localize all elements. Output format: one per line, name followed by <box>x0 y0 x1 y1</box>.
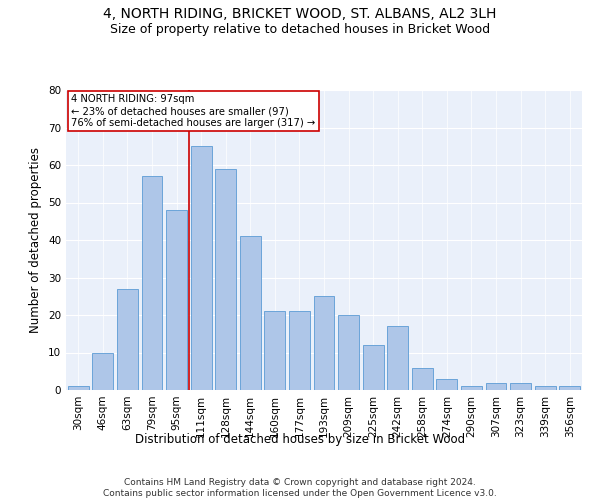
Bar <box>117 289 138 390</box>
Text: 4 NORTH RIDING: 97sqm
← 23% of detached houses are smaller (97)
76% of semi-deta: 4 NORTH RIDING: 97sqm ← 23% of detached … <box>71 94 316 128</box>
Bar <box>461 386 482 390</box>
Bar <box>535 386 556 390</box>
Bar <box>412 368 433 390</box>
Text: Contains HM Land Registry data © Crown copyright and database right 2024.
Contai: Contains HM Land Registry data © Crown c… <box>103 478 497 498</box>
Bar <box>240 236 261 390</box>
Bar <box>289 311 310 390</box>
Bar <box>92 352 113 390</box>
Bar <box>559 386 580 390</box>
Bar <box>362 345 383 390</box>
Bar <box>191 146 212 390</box>
Text: 4, NORTH RIDING, BRICKET WOOD, ST. ALBANS, AL2 3LH: 4, NORTH RIDING, BRICKET WOOD, ST. ALBAN… <box>103 8 497 22</box>
Text: Distribution of detached houses by size in Bricket Wood: Distribution of detached houses by size … <box>135 432 465 446</box>
Bar <box>338 315 359 390</box>
Bar <box>265 311 286 390</box>
Bar <box>436 379 457 390</box>
Bar <box>387 326 408 390</box>
Bar <box>68 386 89 390</box>
Bar <box>142 176 163 390</box>
Bar <box>510 382 531 390</box>
Text: Size of property relative to detached houses in Bricket Wood: Size of property relative to detached ho… <box>110 22 490 36</box>
Bar <box>485 382 506 390</box>
Bar <box>215 169 236 390</box>
Bar <box>314 296 334 390</box>
Bar <box>166 210 187 390</box>
Y-axis label: Number of detached properties: Number of detached properties <box>29 147 43 333</box>
